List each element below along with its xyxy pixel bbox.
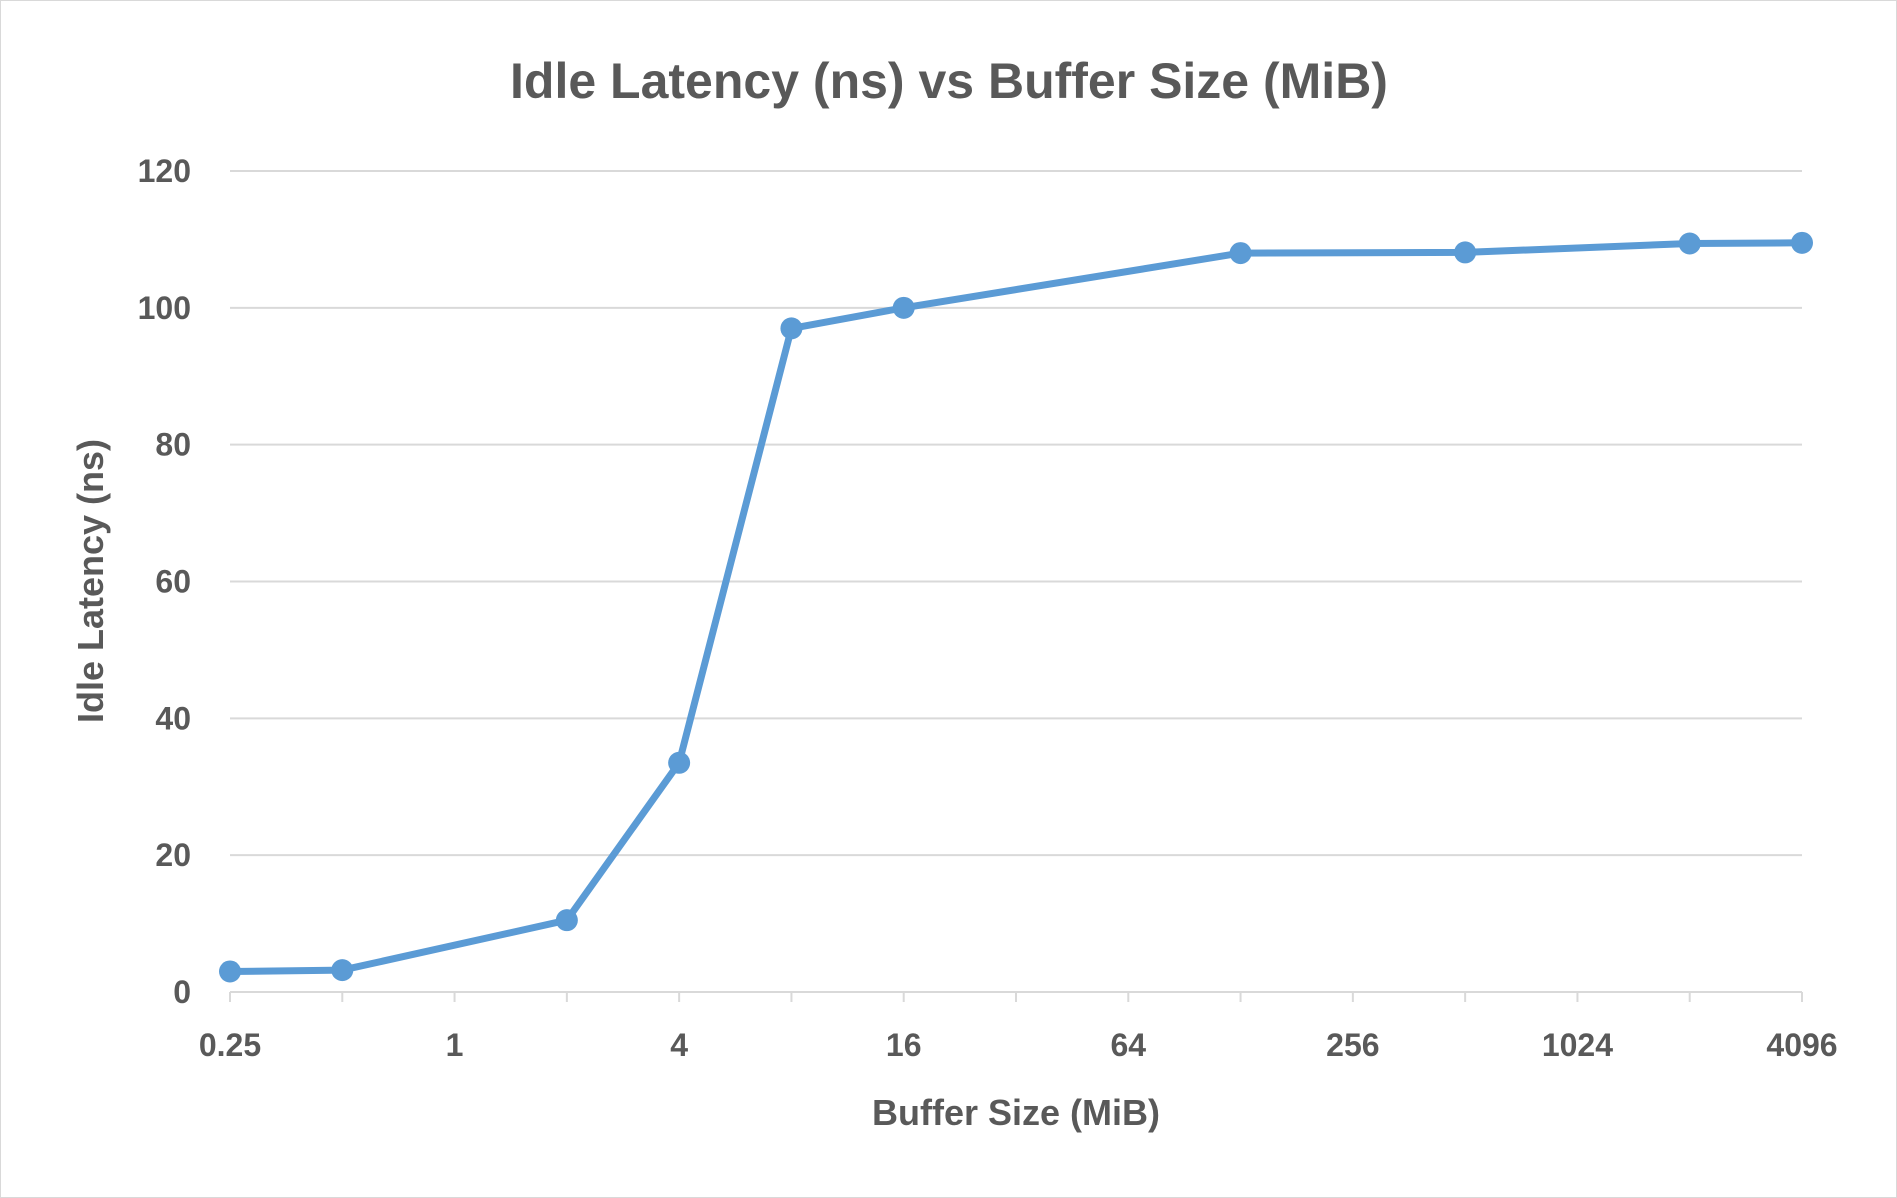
y-axis-title: Idle Latency (ns): [70, 439, 111, 723]
data-point: [668, 751, 691, 774]
data-point: [1454, 241, 1477, 264]
data-point: [780, 317, 803, 340]
data-point: [892, 296, 915, 319]
y-tick-label: 80: [155, 427, 191, 463]
x-tick-label: 16: [886, 1027, 922, 1063]
x-tick-label: 4: [670, 1027, 688, 1063]
data-point: [331, 959, 354, 982]
gridlines: [230, 170, 1802, 857]
data-point: [1791, 231, 1813, 254]
y-axis-tick-labels: 0 20 40 60 80 100 120: [138, 153, 191, 1010]
x-axis: [229, 991, 1803, 1002]
y-tick-label: 20: [155, 837, 191, 873]
series-layer: [219, 231, 1813, 983]
x-tick-label: 256: [1326, 1027, 1379, 1063]
y-tick-label: 40: [155, 700, 191, 736]
data-point: [555, 909, 578, 932]
y-tick-label: 120: [138, 153, 191, 189]
y-tick-label: 100: [138, 290, 191, 326]
x-tick-label: 4096: [1766, 1027, 1837, 1063]
x-axis-tick-labels: 0.25 1 4 16 64 256 1024 4096: [199, 1027, 1838, 1063]
data-point: [219, 960, 241, 983]
x-tick-label: 0.25: [199, 1027, 261, 1063]
y-tick-label: 0: [173, 974, 191, 1010]
x-tick-label: 1: [446, 1027, 464, 1063]
y-tick-label: 60: [155, 564, 191, 600]
chart-title: Idle Latency (ns) vs Buffer Size (MiB): [510, 53, 1388, 109]
data-point: [1229, 242, 1252, 265]
x-tick-label: 1024: [1542, 1027, 1613, 1063]
x-tick-label: 64: [1110, 1027, 1146, 1063]
x-axis-title: Buffer Size (MiB): [872, 1092, 1160, 1133]
series-line: [226, 239, 1806, 975]
data-point: [1678, 232, 1701, 255]
